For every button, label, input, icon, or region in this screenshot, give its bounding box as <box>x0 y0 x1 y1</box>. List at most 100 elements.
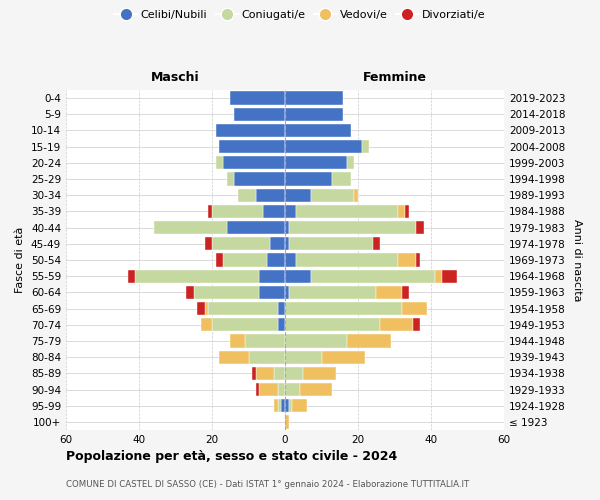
Bar <box>220 140 285 153</box>
Bar <box>215 254 223 266</box>
Bar <box>259 270 285 283</box>
Bar <box>227 221 285 234</box>
Bar <box>416 254 420 266</box>
Bar <box>212 318 278 332</box>
Bar <box>362 140 369 153</box>
Bar <box>285 416 289 428</box>
Bar <box>376 286 402 299</box>
Bar <box>245 334 285 347</box>
Bar <box>234 172 285 186</box>
Bar <box>267 254 285 266</box>
Bar <box>197 302 205 315</box>
Bar <box>285 140 362 153</box>
Bar <box>296 205 398 218</box>
Bar <box>380 318 413 332</box>
Bar <box>256 188 285 202</box>
Bar <box>289 286 376 299</box>
Bar <box>347 156 355 170</box>
Bar <box>154 221 227 234</box>
Bar <box>201 318 212 332</box>
Bar <box>234 108 285 121</box>
Bar <box>289 399 292 412</box>
Bar <box>285 366 303 380</box>
Bar <box>212 237 271 250</box>
Bar <box>205 302 208 315</box>
Bar <box>238 188 256 202</box>
Bar <box>285 172 332 186</box>
Bar <box>278 318 285 332</box>
Bar <box>292 399 307 412</box>
Bar <box>259 383 278 396</box>
Bar <box>285 350 322 364</box>
Bar <box>402 286 409 299</box>
Bar <box>256 366 274 380</box>
Bar <box>230 92 285 104</box>
Bar <box>227 172 234 186</box>
Bar <box>208 302 278 315</box>
Bar <box>259 286 285 299</box>
Text: COMUNE DI CASTEL DI SASSO (CE) - Dati ISTAT 1° gennaio 2024 - Elaborazione TUTTI: COMUNE DI CASTEL DI SASSO (CE) - Dati IS… <box>66 480 469 489</box>
Bar <box>285 270 311 283</box>
Bar <box>215 156 223 170</box>
Bar <box>355 188 358 202</box>
Bar <box>285 124 350 137</box>
Bar <box>278 302 285 315</box>
Bar <box>285 156 347 170</box>
Bar <box>285 399 289 412</box>
Bar <box>278 399 281 412</box>
Bar <box>402 302 427 315</box>
Bar <box>252 366 256 380</box>
Bar <box>128 270 136 283</box>
Bar <box>311 188 355 202</box>
Bar <box>347 334 391 347</box>
Bar <box>413 318 420 332</box>
Bar <box>136 270 259 283</box>
Bar <box>406 205 409 218</box>
Bar <box>289 237 373 250</box>
Bar <box>285 383 299 396</box>
Bar <box>220 350 248 364</box>
Text: Popolazione per età, sesso e stato civile - 2024: Popolazione per età, sesso e stato civil… <box>66 450 397 463</box>
Bar <box>223 156 285 170</box>
Bar <box>398 254 416 266</box>
Text: Femmine: Femmine <box>362 72 427 85</box>
Bar <box>434 270 442 283</box>
Bar <box>281 399 285 412</box>
Bar <box>187 286 194 299</box>
Bar <box>285 286 289 299</box>
Bar <box>194 286 259 299</box>
Bar <box>271 237 285 250</box>
Bar <box>285 334 347 347</box>
Bar <box>215 124 285 137</box>
Bar <box>248 350 285 364</box>
Bar <box>442 270 457 283</box>
Bar <box>332 172 350 186</box>
Bar <box>398 205 406 218</box>
Bar <box>311 270 434 283</box>
Bar <box>416 221 424 234</box>
Bar <box>289 221 416 234</box>
Bar <box>373 237 380 250</box>
Bar <box>205 237 212 250</box>
Bar <box>274 399 278 412</box>
Bar <box>285 318 380 332</box>
Bar <box>299 383 332 396</box>
Bar <box>285 237 289 250</box>
Bar <box>212 205 263 218</box>
Bar <box>256 383 259 396</box>
Y-axis label: Fasce di età: Fasce di età <box>16 227 25 293</box>
Bar <box>230 334 245 347</box>
Text: Maschi: Maschi <box>151 72 200 85</box>
Y-axis label: Anni di nascita: Anni di nascita <box>572 218 582 301</box>
Bar <box>208 205 212 218</box>
Bar <box>285 188 311 202</box>
Bar <box>285 92 343 104</box>
Bar <box>285 205 296 218</box>
Bar <box>285 302 402 315</box>
Bar <box>263 205 285 218</box>
Bar <box>278 383 285 396</box>
Bar <box>274 366 285 380</box>
Bar <box>296 254 398 266</box>
Legend: Celibi/Nubili, Coniugati/e, Vedovi/e, Divorziati/e: Celibi/Nubili, Coniugati/e, Vedovi/e, Di… <box>110 6 490 25</box>
Bar <box>223 254 267 266</box>
